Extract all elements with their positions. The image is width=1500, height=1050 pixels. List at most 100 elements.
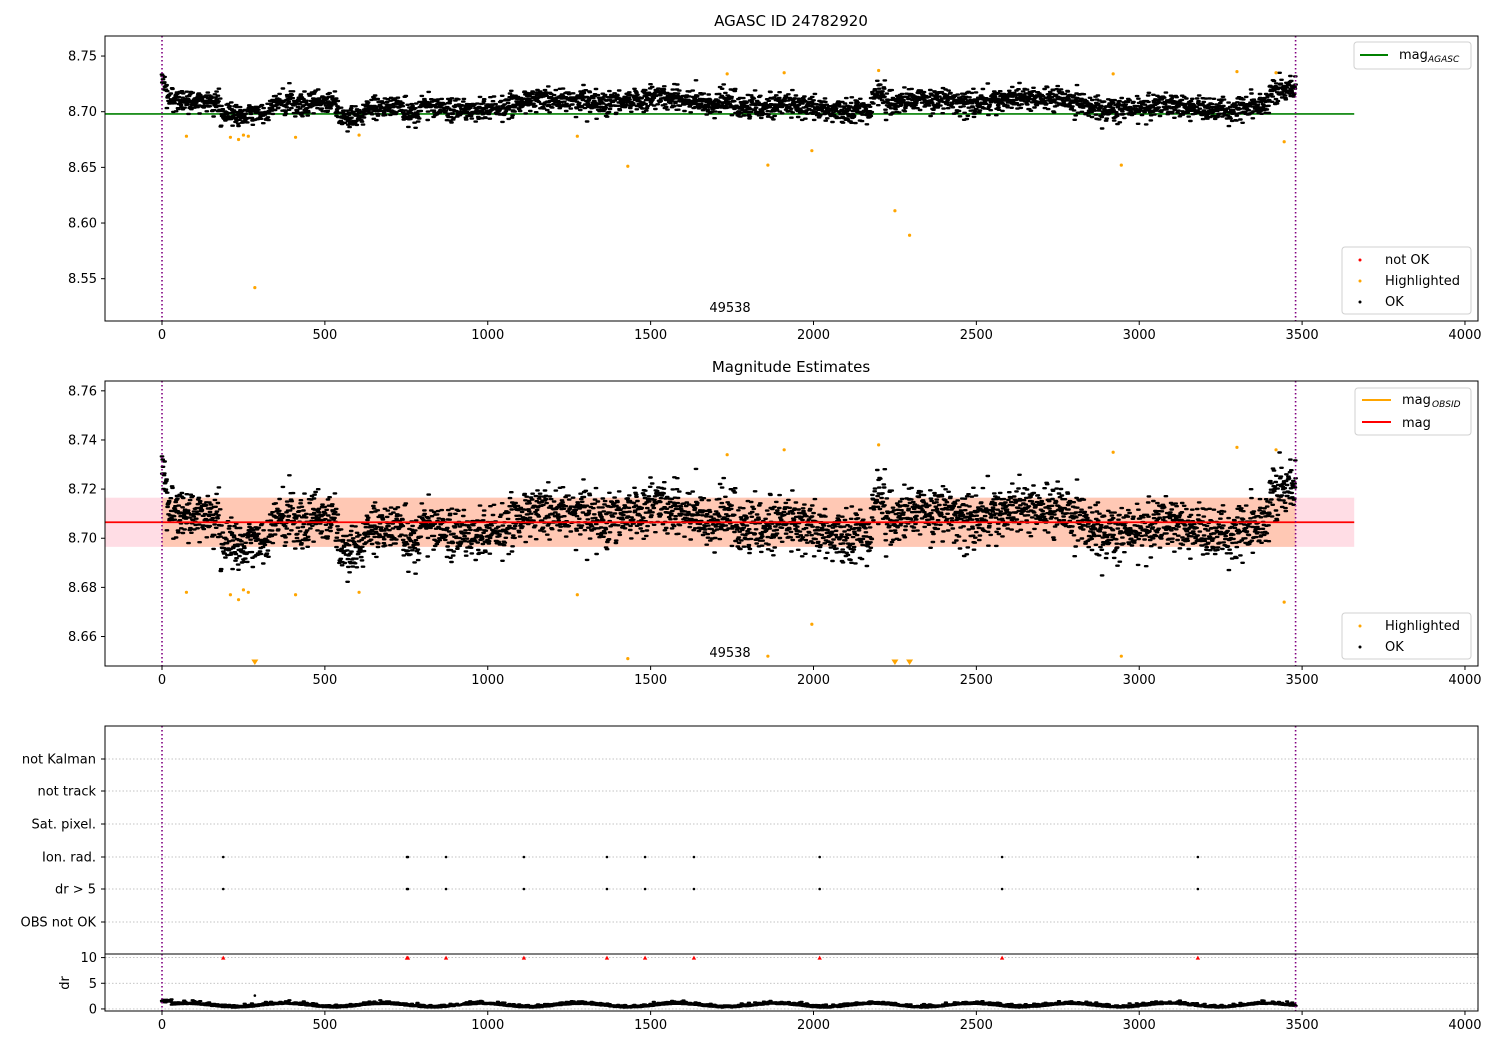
magnitude-below-range-marker [906, 659, 914, 665]
magnitude-highlighted-point [575, 593, 579, 597]
dr-panel: 0 500 1000 1500 2000 2500 3000 3500 4000 0 5 10 dr [58, 951, 1482, 1033]
flags-panel: not Kalman not track Sat. pixel. Ion. rad. d… [21, 725, 1479, 955]
agasc-ytick-label: 8.65 [68, 161, 97, 176]
magnitude-legend-ok-swatch [1358, 645, 1362, 649]
flags-flag-point [818, 887, 821, 891]
magnitude-xtick-label: 3000 [1123, 673, 1156, 688]
magnitude-y-ticks: 8.66 8.68 8.70 8.72 8.74 8.76 [68, 384, 105, 645]
magnitude-ytick-label: 8.76 [68, 384, 97, 399]
magnitude-ytick-label: 8.68 [68, 581, 97, 596]
agasc-highlighted-point [228, 135, 233, 139]
flags-flag-point [406, 855, 410, 859]
agasc-legend-top-box [1353, 41, 1472, 70]
agasc-highlighted-point [246, 134, 250, 138]
agasc-highlighted-point [907, 233, 912, 237]
agasc-xtick-label: 3500 [1286, 328, 1319, 343]
agasc-legend-highlighted-label: Highlighted [1385, 274, 1460, 289]
dr-capped-marker [405, 955, 411, 960]
magnitude-legend-bottom-box [1341, 612, 1472, 660]
magnitude-xtick-label: 2000 [797, 673, 830, 688]
magnitude-plot-area [105, 381, 1355, 666]
magnitude-xtick-label: 1500 [634, 673, 667, 688]
agasc-legend-mag-sub: AGASC [1427, 55, 1460, 65]
agasc-legend-notok-label: not OK [1385, 253, 1430, 268]
dr-xtick-label: 4000 [1448, 1018, 1481, 1033]
magnitude-ytick-label: 8.66 [68, 630, 97, 645]
dr-xtick-label: 0 [158, 1018, 166, 1033]
agasc-panel: AGASC ID 24782920 0 500 1000 1500 2000 2500 30… [68, 12, 1481, 343]
magnitude-highlighted-point [236, 598, 241, 602]
agasc-highlighted-point [241, 133, 246, 137]
flags-axes-frame [104, 725, 1479, 955]
agasc-highlighted-point [810, 149, 814, 153]
flags-flag-point [643, 855, 647, 859]
magnitude-highlighted-point [766, 654, 770, 658]
agasc-xtick-label: 3000 [1123, 328, 1156, 343]
agasc-highlighted-point [1119, 163, 1123, 167]
magnitude-legend-highlighted-swatch [1358, 624, 1362, 628]
agasc-plot-area [105, 36, 1355, 321]
flags-flag-point [406, 887, 410, 891]
magnitude-below-range-marker [891, 659, 899, 665]
agasc-highlighted-point [725, 72, 729, 76]
agasc-ytick-label: 8.55 [68, 272, 97, 287]
magnitude-highlighted-point [1119, 654, 1123, 658]
magnitude-highlighted-point [1235, 445, 1239, 449]
dr-capped-marker [642, 955, 648, 960]
magnitude-panel-title: Magnitude Estimates [712, 358, 870, 376]
magnitude-x-ticks: 0 500 1000 1500 2000 2500 3000 3500 4000 [158, 666, 1482, 688]
dr-points [159, 998, 1298, 1009]
flags-flag-point [221, 887, 225, 891]
agasc-legend-mag-label: mag [1399, 48, 1428, 63]
agasc-y-ticks: 8.55 8.60 8.65 8.70 8.75 [68, 50, 105, 287]
flags-flag-point [605, 887, 609, 891]
dr-ytick-label: 5 [89, 977, 97, 992]
magnitude-legend-obsid-label: mag [1402, 393, 1431, 408]
agasc-highlighted-point [184, 134, 189, 138]
magnitude-highlighted-point [184, 590, 189, 594]
flags-flag-point [444, 887, 448, 891]
dr-y-ticks: 0 5 10 [80, 951, 105, 1017]
magnitude-highlighted-point [246, 590, 250, 594]
dr-y-axis-label: dr [58, 976, 73, 990]
agasc-axes-frame [104, 35, 1479, 322]
agasc-obsid-annotation: 49538 [709, 301, 750, 316]
magnitude-ytick-label: 8.70 [68, 532, 97, 547]
dr-capped-marker [691, 955, 697, 960]
flags-category-label: not Kalman [22, 753, 96, 768]
agasc-highlighted-point [293, 135, 298, 139]
flags-category-label: OBS not OK [21, 916, 97, 931]
agasc-ytick-label: 8.75 [68, 50, 97, 65]
flags-flag-point [818, 855, 821, 859]
magnitude-legend-bottom: Highlighted OK [1341, 612, 1472, 660]
agasc-ytick-label: 8.60 [68, 217, 97, 232]
flags-category-labels: not Kalman not track Sat. pixel. Ion. rad. d… [21, 753, 105, 931]
flags-flag-point [522, 887, 526, 891]
dr-xtick-label: 3500 [1286, 1018, 1319, 1033]
agasc-legend-bottom: not OK Highlighted OK [1341, 246, 1472, 315]
dr-capped-marker [999, 955, 1005, 960]
dr-capped-marker [521, 955, 527, 960]
dr-ytick-label: 10 [80, 951, 97, 966]
magnitude-highlighted-point [782, 448, 786, 452]
agasc-highlighted-point [1274, 71, 1278, 75]
dr-xtick-label: 1500 [634, 1018, 667, 1033]
agasc-highlighted-point [1235, 70, 1239, 74]
agasc-highlighted-point [1282, 140, 1286, 144]
magnitude-highlighted-point [725, 453, 729, 457]
flags-flag-point [444, 855, 448, 859]
dr-xtick-label: 500 [312, 1018, 337, 1033]
magnitude-legend-highlighted-label: Highlighted [1385, 619, 1460, 634]
dr-xtick-label: 1000 [471, 1018, 504, 1033]
dr-capped-marker [221, 955, 226, 960]
flags-plot-area [105, 726, 1478, 954]
agasc-highlighted-point [766, 163, 770, 167]
dr-capped-marker [817, 955, 822, 960]
magnitude-legend-ok-label: OK [1385, 640, 1404, 655]
dr-capped-marker [1195, 955, 1201, 960]
agasc-xtick-label: 1000 [471, 328, 504, 343]
dr-xtick-label: 3000 [1123, 1018, 1156, 1033]
magnitude-panel: Magnitude Estimates 0 500 1000 1500 2000 2500… [68, 358, 1481, 688]
agasc-highlighted-point [782, 71, 786, 75]
